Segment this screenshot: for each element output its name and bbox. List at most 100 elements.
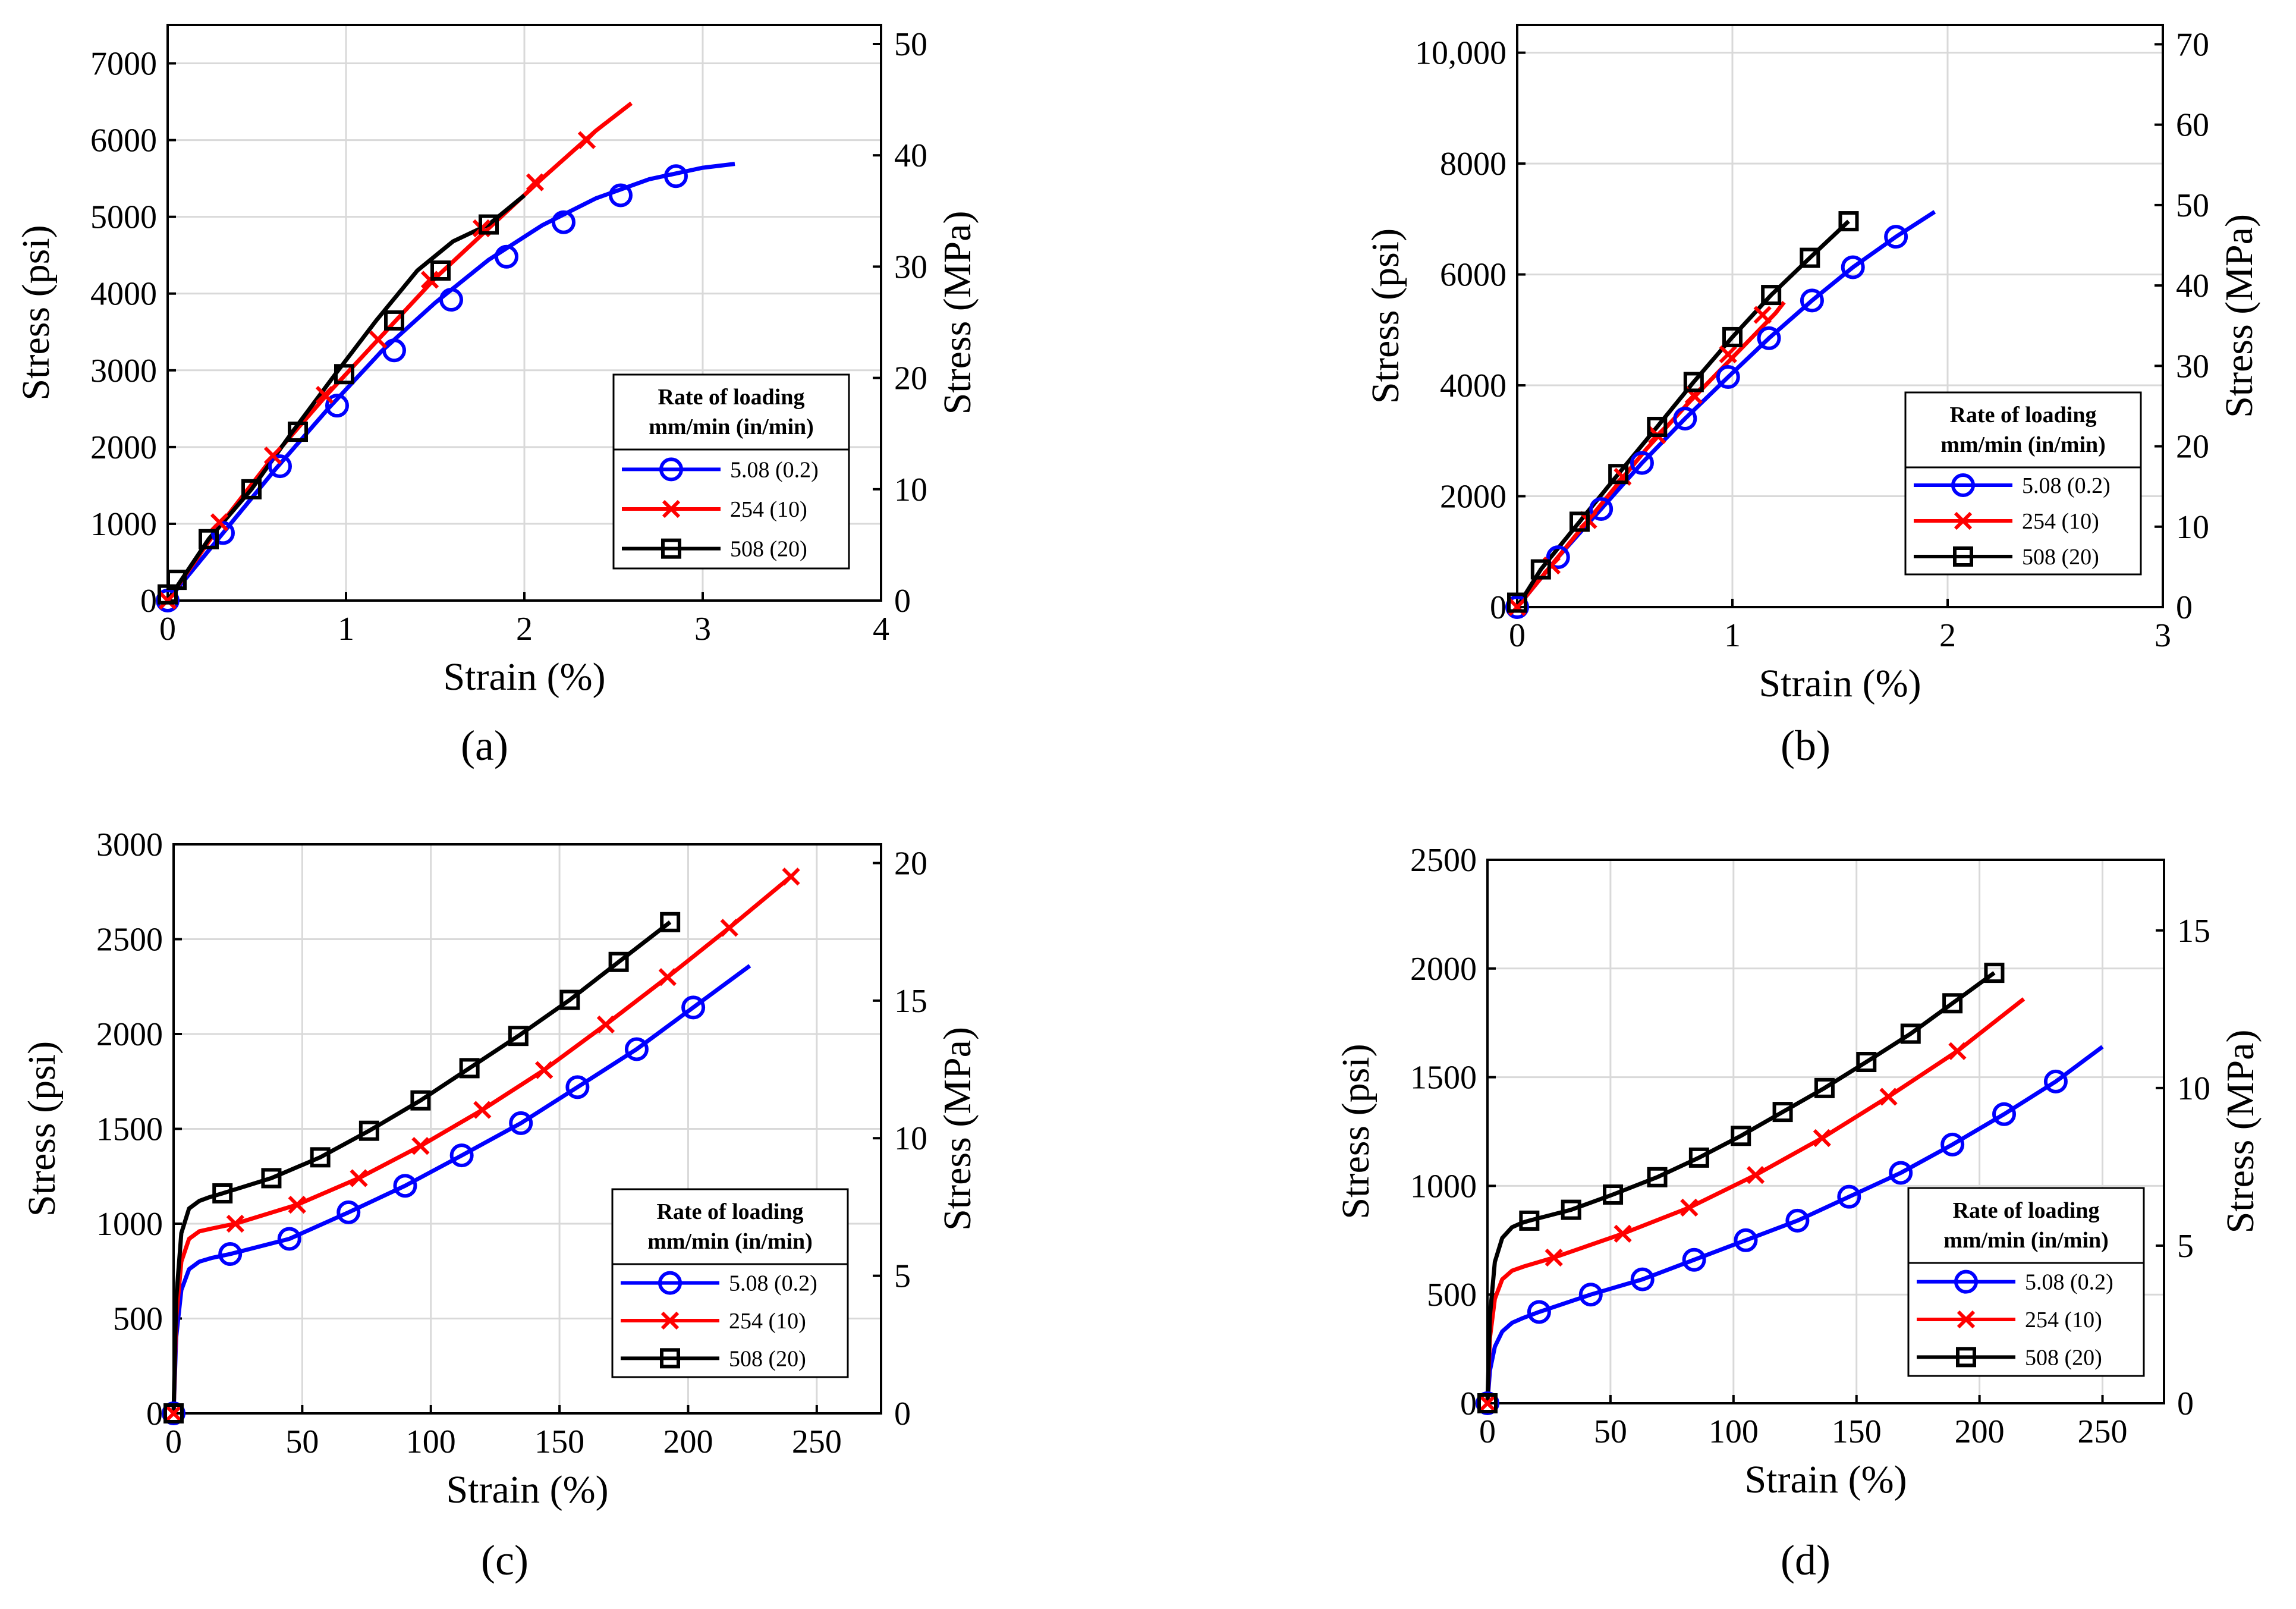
legend-marker (658, 1271, 682, 1295)
legend-marker (1954, 1269, 1978, 1294)
y-tick-label: 0 (1460, 1385, 1477, 1422)
series-1-point (609, 183, 633, 208)
legend-marker (1957, 1310, 1976, 1329)
series-1-point (552, 210, 575, 234)
panel-label: (d) (1781, 1536, 1830, 1584)
series-1-point (1716, 365, 1740, 389)
chart-panel-a: 0 1 2 3 401000200030004000500060007000010203… (14, 24, 979, 699)
y2-axis-label: Stress (MPa) (936, 1027, 979, 1231)
x-axis-label: Strain (%) (1744, 1458, 1907, 1501)
legend-entry: 508 (20) (2025, 1345, 2102, 1370)
series-2-point (288, 1195, 306, 1214)
series-2-point (1948, 1042, 1967, 1060)
series-2-point (210, 513, 229, 532)
legend-title: Rate of loading (658, 385, 805, 410)
series-1-point (1992, 1102, 2017, 1126)
series-2-point-stroke (1680, 1198, 1699, 1217)
series-3-point (212, 1183, 233, 1203)
y-tick-label: 2500 (96, 922, 163, 959)
legend-title: Rate of loading (657, 1199, 804, 1224)
series-2-point-stroke (1719, 345, 1737, 363)
series-3-point (1477, 1393, 1498, 1413)
series-line-2 (166, 101, 633, 602)
series-2-point-stroke (526, 173, 545, 191)
y-tick-label: 6000 (90, 122, 157, 159)
legend-marker (662, 499, 681, 518)
chart-panel-d: 0 50 100 150 200 2500500100015002000250005101… (1334, 842, 2262, 1501)
series-2-point-stroke (596, 1015, 615, 1034)
y2-tick-label: 50 (894, 26, 927, 63)
series-2-point-stroke (658, 968, 677, 986)
series-3-point (1507, 592, 1527, 613)
series-2-point-stroke (1478, 1394, 1497, 1413)
series-1-point (1589, 496, 1614, 521)
y-axis-label: Stress (psi) (1364, 228, 1407, 404)
series-3-point (608, 951, 629, 972)
legend-entry: 254 (10) (2022, 509, 2099, 534)
legend-marker (1951, 473, 1975, 497)
x-tick-label: 100 (406, 1423, 456, 1460)
y-tick-label: 4000 (1440, 367, 1506, 404)
series-2-point (473, 1101, 492, 1119)
legend: Rate of loading mm/min (in/min) 5.08 (0.2)… (1904, 391, 2142, 576)
series-2-point (1719, 345, 1737, 363)
y-tick-label: 10,000 (1415, 35, 1506, 72)
series-3-point (1519, 1210, 1540, 1231)
y2-tick-label: 0 (2176, 589, 2193, 626)
series-3-point (660, 912, 681, 932)
y-tick-label: 0 (146, 1396, 163, 1432)
series-3-point (1838, 211, 1859, 232)
y-tick-label: 4000 (90, 276, 157, 313)
series-3-point (1608, 464, 1629, 485)
series-2-point (164, 1404, 183, 1423)
series-3-point (1800, 247, 1820, 268)
series-1-point (1785, 1208, 1810, 1233)
x-tick-label: 200 (663, 1423, 713, 1460)
y-axis-label: Stress (psi) (14, 225, 58, 400)
series-3-point (459, 1058, 480, 1079)
series-line-1 (1515, 210, 1936, 609)
x-tick-label: 2 (516, 611, 533, 648)
series-1-point (1682, 1247, 1706, 1272)
y-tick-label: 2000 (90, 429, 157, 466)
legend-marker (661, 538, 681, 559)
chart-panel-c: 0 50 100 150 200 2500500100015002000250030000… (20, 827, 979, 1511)
y-tick-label: 2000 (1410, 951, 1477, 988)
legend-entry: 5.08 (0.2) (2025, 1270, 2113, 1295)
x-tick-label: 250 (792, 1423, 842, 1460)
x-tick-label: 200 (1955, 1413, 2005, 1450)
y-tick-label: 7000 (90, 46, 157, 83)
series-2-point (658, 968, 677, 986)
series-3-point (1561, 1199, 1581, 1220)
x-tick-label: 1 (1724, 617, 1741, 654)
x-tick-label: 1 (338, 611, 354, 648)
series-1-point (1884, 225, 1908, 249)
legend: Rate of loading mm/min (in/min) 5.08 (0.2)… (612, 373, 850, 570)
series-2-point-stroke (411, 1137, 430, 1155)
x-tick-label: 3 (2155, 617, 2171, 654)
y2-tick-label: 20 (894, 360, 927, 397)
series-1-point (565, 1075, 590, 1099)
series-line-3 (166, 193, 526, 602)
series-2-point-stroke (1948, 1042, 1967, 1060)
series-2-point (577, 131, 596, 149)
series-2-point (411, 1137, 430, 1155)
x-tick-label: 100 (1709, 1413, 1759, 1450)
y-tick-label: 1500 (96, 1111, 163, 1148)
legend: Rate of loading mm/min (in/min) 5.08 (0.2)… (1907, 1187, 2145, 1377)
series-3-point (1814, 1077, 1835, 1098)
series-2-point (1746, 1165, 1765, 1184)
legend-box (612, 373, 850, 570)
y-axis-label: Stress (psi) (1334, 1044, 1377, 1219)
series-2-point (526, 173, 545, 191)
series-1-point (1546, 545, 1570, 570)
series-2-point-stroke (1614, 1224, 1632, 1243)
series-3-point (1530, 559, 1551, 580)
series-2-point (1545, 1248, 1563, 1267)
series-1-point (1734, 1228, 1758, 1252)
y-tick-label: 1000 (90, 506, 157, 543)
legend-title: Rate of loading (1950, 403, 2097, 428)
series-1-point (1841, 255, 1865, 279)
series-1-point (624, 1037, 649, 1061)
